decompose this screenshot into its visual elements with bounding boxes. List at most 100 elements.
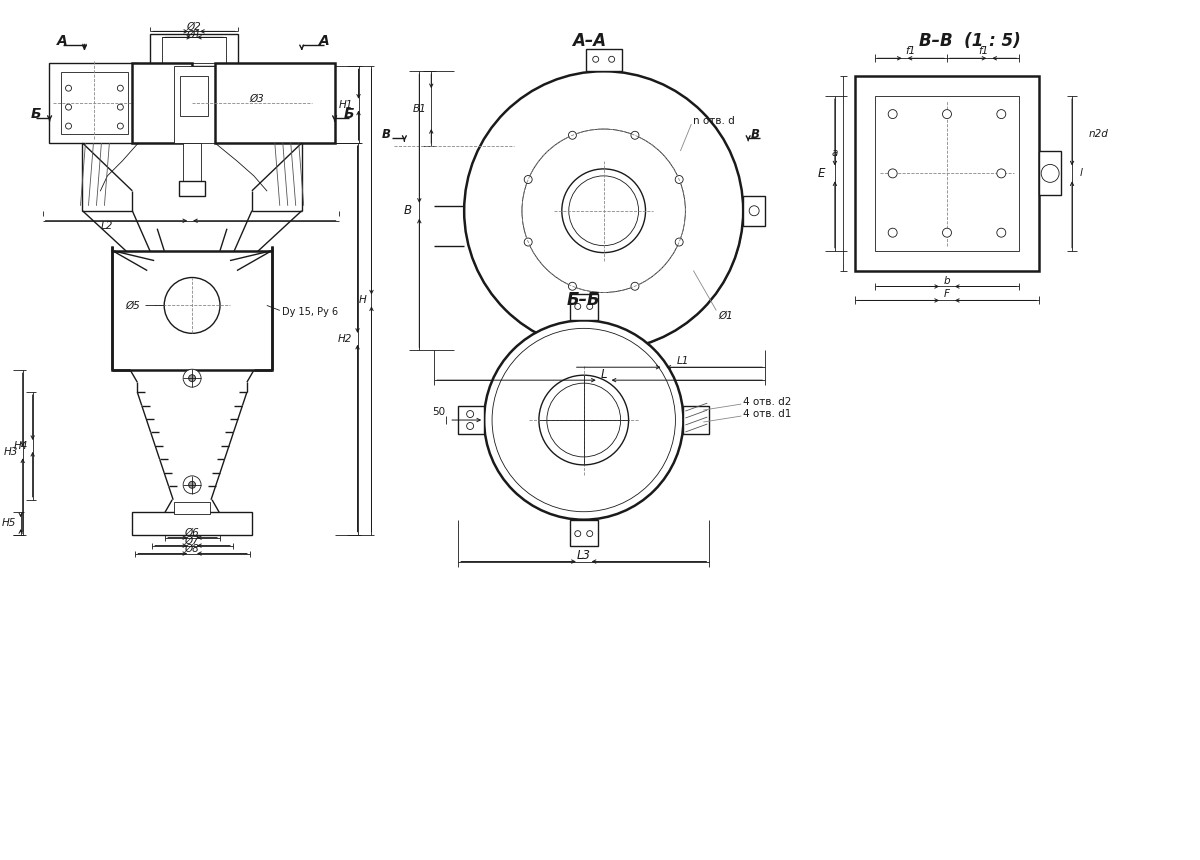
Circle shape [569,282,576,290]
Circle shape [524,175,532,183]
Circle shape [569,132,576,139]
Text: 4 отв. d2: 4 отв. d2 [743,397,792,407]
Circle shape [569,176,638,246]
Bar [48,64,138,143]
Text: l: l [1080,169,1082,178]
Circle shape [587,304,593,310]
Text: Б: Б [343,108,354,121]
Circle shape [888,169,898,178]
Text: В: В [382,127,391,140]
Text: n2d: n2d [1088,128,1109,138]
Text: H2: H2 [338,334,353,344]
Circle shape [942,109,952,119]
Circle shape [607,359,613,365]
Bar [570,294,598,321]
Bar [174,501,210,513]
Bar [132,512,252,535]
Circle shape [546,153,661,268]
Text: H4: H4 [13,441,28,451]
Circle shape [66,123,72,129]
Circle shape [888,228,898,237]
Text: H5: H5 [1,519,16,528]
Text: Ø3: Ø3 [250,94,264,104]
Text: Dy 15, Py 6: Dy 15, Py 6 [282,307,338,317]
Circle shape [676,175,683,183]
Circle shape [188,482,196,488]
Circle shape [593,56,599,62]
Circle shape [749,206,760,216]
Circle shape [539,375,629,465]
Text: f1: f1 [978,46,989,56]
Circle shape [575,304,581,310]
Text: Ø7: Ø7 [185,536,199,545]
Text: H: H [359,296,366,305]
Circle shape [164,278,220,334]
Circle shape [118,85,124,91]
Text: Б: Б [30,108,41,121]
Bar [1039,151,1061,195]
Bar [570,519,598,545]
Text: B: B [403,205,412,218]
Circle shape [587,531,593,537]
Text: L2: L2 [101,221,114,230]
Circle shape [595,359,601,365]
Bar [113,250,272,370]
Text: 50: 50 [433,407,446,417]
Text: В–В  (1 : 5): В–В (1 : 5) [918,33,1020,51]
Text: a: a [832,149,838,158]
Text: Ø8: Ø8 [185,544,199,554]
Circle shape [562,169,646,253]
Text: Ø1: Ø1 [719,310,733,321]
Circle shape [118,104,124,110]
Circle shape [942,228,952,237]
Circle shape [66,85,72,91]
Circle shape [1042,164,1060,182]
Circle shape [575,531,581,537]
Circle shape [997,169,1006,178]
Bar [586,49,622,71]
Text: f1: f1 [906,46,916,56]
Bar [875,96,1019,250]
Text: B1: B1 [413,103,426,114]
Circle shape [997,109,1006,119]
Circle shape [467,422,474,429]
Bar [60,72,128,134]
Text: n отв. d: n отв. d [694,116,736,126]
Bar [162,37,226,64]
Circle shape [118,123,124,129]
Bar [132,64,192,143]
Circle shape [524,238,532,246]
Circle shape [608,56,614,62]
Text: Ø6: Ø6 [185,528,199,538]
Circle shape [188,375,196,382]
Bar [174,66,216,143]
Bar [150,34,238,66]
Circle shape [631,282,638,290]
Text: А: А [58,34,68,48]
Text: E: E [817,167,824,180]
Circle shape [522,129,685,292]
Text: F: F [944,290,950,299]
Text: b: b [943,275,950,286]
Bar [458,406,484,434]
Circle shape [676,238,683,246]
Text: Ø5: Ø5 [126,300,140,310]
Circle shape [184,476,202,494]
Bar [683,406,709,434]
Text: Б–Б: Б–Б [566,292,600,310]
Bar [743,196,766,225]
Circle shape [66,104,72,110]
Bar [179,181,205,196]
Circle shape [492,329,676,512]
Text: L3: L3 [577,549,590,562]
Text: А–А: А–А [571,33,606,51]
Circle shape [547,384,620,457]
Text: H1: H1 [340,100,354,109]
Text: В: В [751,127,760,140]
Circle shape [997,228,1006,237]
Circle shape [467,410,474,418]
Bar [854,77,1039,271]
Text: L: L [600,368,607,381]
Text: L1: L1 [677,356,690,366]
Text: H3: H3 [4,447,18,458]
